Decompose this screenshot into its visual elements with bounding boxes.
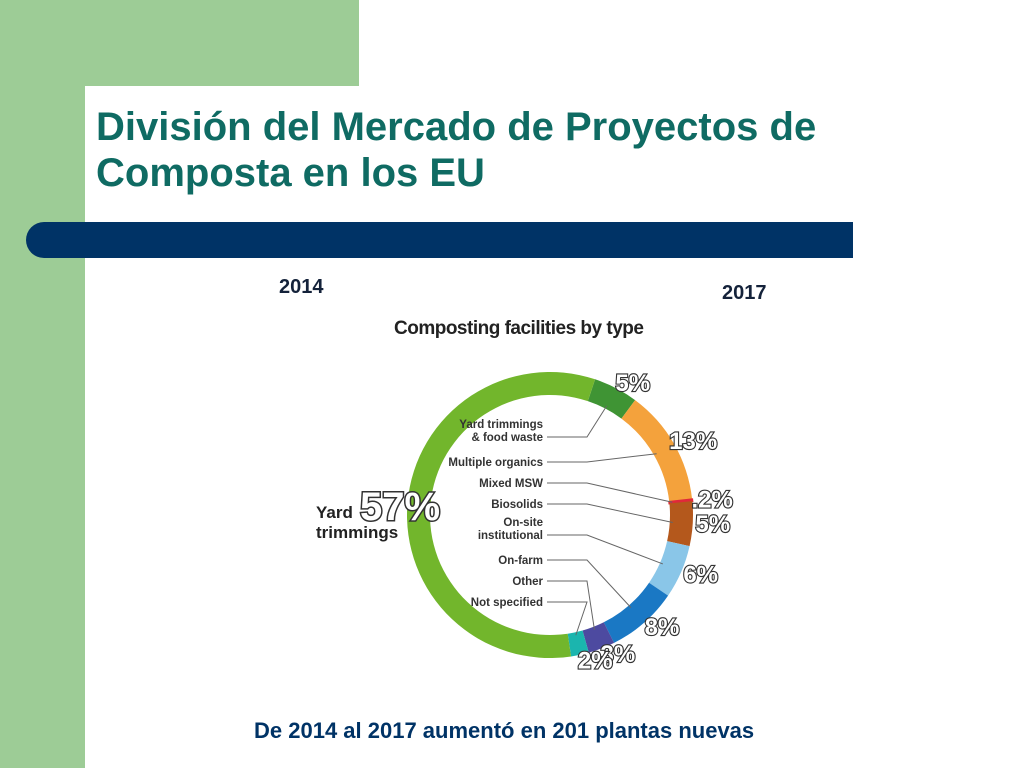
value-label-on-site-institutional: 6% [683,561,718,588]
title-underline-bar [26,222,853,258]
category-label-yard-trimmings: Yard trimmings [316,503,398,542]
value-label-multiple-organics: 13% [669,428,717,455]
category-label-on-farm: On-farm [498,555,543,567]
slice-yard-trimmings-food-waste [587,379,636,419]
category-label-multiple-organics: Multiple organics [448,457,543,469]
category-label-yard-trimmings-food-waste: Yard trimmings & food waste [459,419,543,444]
donut-chart: 5%13%.2%5%6%8%3%2%57%Yard trimmings & foo… [316,369,734,676]
category-label-other: Other [512,576,543,588]
slice-on-farm [603,582,669,643]
slice-biosolids [667,501,693,547]
leader-line-not-specified [547,601,588,636]
slice-multiple-organics [621,400,693,502]
slice-not-specified [567,630,589,657]
leader-line-on-farm [547,559,632,608]
leader-line-mixed-msw [547,482,673,503]
year-left-label: 2014 [279,276,324,298]
slide-title: División del Mercado de Proyectos de Com… [96,105,817,195]
value-label-biosolids: 5% [695,511,730,538]
category-label-on-site-institutional: On-site institutional [478,517,543,542]
leader-line-on-site-institutional [547,534,664,565]
category-label-mixed-msw: Mixed MSW [479,478,543,490]
left-decor-band [0,0,85,768]
leader-line-other [547,580,595,630]
value-label-on-farm: 8% [645,614,680,641]
category-label-not-specified: Not specified [471,597,543,609]
value-label-yard-trimmings: 57% [360,485,440,529]
leader-line-biosolids [547,503,673,524]
value-label-mixed-msw: .2% [692,487,733,514]
leader-line-multiple-organics [547,453,657,463]
value-label-not-specified: 2% [578,648,613,675]
value-label-yard-trimmings-food-waste: 5% [615,370,650,397]
year-right-label: 2017 [722,282,767,304]
leader-line-yard-trimmings-food-waste [547,405,608,438]
slice-other [582,622,615,653]
category-label-biosolids: Biosolids [491,499,543,511]
chart-title: Composting facilities by type [394,318,644,339]
value-label-other: 3% [600,641,635,668]
top-decor-band [85,0,359,86]
slice-on-site-institutional [649,541,690,596]
footer-note: De 2014 al 2017 aumentó en 201 plantas n… [254,718,755,743]
